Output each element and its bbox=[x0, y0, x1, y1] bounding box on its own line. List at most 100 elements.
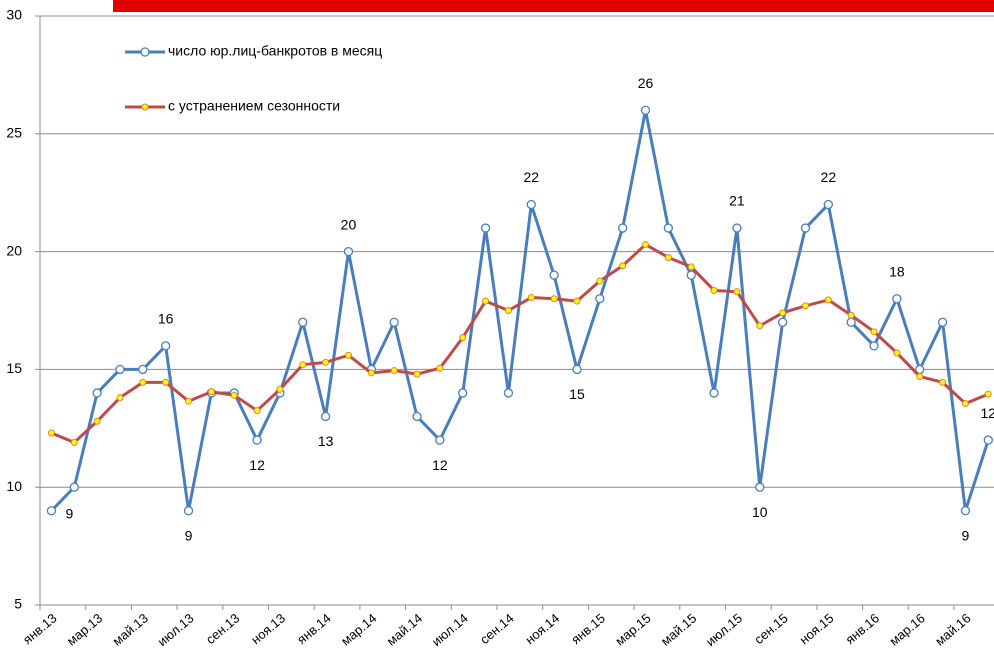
point-marker bbox=[916, 372, 924, 380]
point-marker bbox=[595, 294, 605, 304]
x-tick-label: май.15 bbox=[658, 610, 699, 648]
point-marker bbox=[892, 294, 902, 304]
point-marker bbox=[92, 388, 102, 398]
point-marker bbox=[436, 364, 444, 372]
x-tick-label: июл.14 bbox=[429, 610, 471, 649]
point-marker bbox=[777, 317, 788, 327]
point-marker bbox=[619, 262, 627, 270]
data-label: 16 bbox=[158, 311, 174, 327]
x-tick-label: сен.14 bbox=[477, 610, 517, 647]
point-marker bbox=[870, 328, 878, 336]
x-tick-label: мар.13 bbox=[64, 610, 105, 648]
data-label: 9 bbox=[66, 505, 74, 521]
point-marker bbox=[983, 435, 993, 445]
y-tick-label: 20 bbox=[6, 242, 22, 258]
point-marker bbox=[801, 302, 809, 310]
y-tick-label: 5 bbox=[14, 596, 22, 612]
point-marker bbox=[642, 241, 650, 249]
point-marker bbox=[800, 223, 811, 233]
x-tick-label: мар.15 bbox=[612, 610, 653, 648]
point-marker bbox=[116, 394, 124, 402]
y-tick-label: 25 bbox=[6, 125, 22, 141]
point-marker bbox=[482, 297, 490, 305]
series-line bbox=[50, 108, 990, 513]
point-marker bbox=[504, 307, 512, 314]
point-marker bbox=[93, 417, 101, 425]
x-tick-label: мар.16 bbox=[886, 610, 927, 648]
data-label: 9 bbox=[185, 527, 193, 543]
data-label: 10 bbox=[752, 504, 768, 520]
point-marker bbox=[480, 223, 491, 233]
series-line bbox=[50, 243, 989, 444]
point-marker bbox=[69, 482, 79, 492]
data-label: 12 bbox=[249, 457, 265, 473]
x-tick-label: ноя.14 bbox=[522, 610, 562, 647]
legend-label: с устранением сезонности bbox=[168, 98, 340, 114]
point-marker bbox=[618, 223, 628, 233]
point-marker bbox=[343, 246, 354, 257]
point-marker bbox=[733, 288, 741, 296]
point-marker bbox=[185, 397, 193, 405]
point-marker bbox=[207, 388, 215, 396]
data-label: 12 bbox=[980, 405, 994, 421]
point-marker bbox=[253, 407, 261, 415]
x-tick-label: янв.15 bbox=[568, 610, 608, 647]
y-tick-label: 30 bbox=[6, 7, 22, 23]
data-label: 13 bbox=[318, 433, 334, 449]
y-tick-label: 10 bbox=[6, 478, 22, 494]
x-tick-label: янв.16 bbox=[842, 610, 882, 647]
data-label: 21 bbox=[729, 193, 745, 209]
x-tick-label: ноя.13 bbox=[248, 610, 288, 647]
data-label: 9 bbox=[962, 527, 970, 543]
legend-marker bbox=[141, 103, 149, 111]
point-marker bbox=[709, 388, 719, 398]
x-tick-label: янв.13 bbox=[20, 610, 60, 647]
point-marker bbox=[46, 506, 57, 516]
point-marker bbox=[756, 322, 764, 330]
point-marker bbox=[663, 223, 674, 233]
point-marker bbox=[596, 277, 604, 285]
point-marker bbox=[458, 388, 468, 398]
point-marker bbox=[573, 297, 581, 305]
point-marker bbox=[503, 388, 514, 398]
point-marker bbox=[183, 506, 194, 516]
point-marker bbox=[367, 369, 375, 377]
point-marker bbox=[435, 435, 445, 445]
point-marker bbox=[161, 341, 171, 351]
data-label: 22 bbox=[523, 169, 539, 185]
x-tick-label: ноя.15 bbox=[797, 610, 837, 647]
point-marker bbox=[299, 361, 307, 369]
point-marker bbox=[869, 341, 879, 351]
point-marker bbox=[252, 435, 262, 445]
point-marker bbox=[115, 364, 125, 375]
legend-label: число юр.лиц-банкротов в месяц bbox=[168, 43, 382, 59]
x-tick-label: янв.14 bbox=[294, 610, 334, 647]
point-marker bbox=[755, 482, 765, 492]
point-marker bbox=[640, 105, 651, 115]
point-marker bbox=[47, 429, 55, 437]
data-label: 18 bbox=[889, 263, 905, 279]
x-tick-label: май.14 bbox=[384, 610, 425, 648]
point-marker bbox=[732, 223, 742, 233]
x-tick-label: июл.15 bbox=[703, 610, 745, 649]
point-marker bbox=[937, 317, 948, 327]
x-tick-label: май.13 bbox=[110, 610, 151, 648]
point-marker bbox=[412, 411, 422, 422]
data-label: 15 bbox=[569, 386, 585, 402]
legend-marker bbox=[140, 47, 150, 57]
point-marker bbox=[960, 506, 971, 516]
x-tick-label: июл.13 bbox=[155, 610, 197, 649]
point-marker bbox=[823, 199, 833, 210]
point-marker bbox=[344, 351, 352, 359]
point-marker bbox=[139, 378, 147, 386]
point-marker bbox=[847, 311, 855, 319]
y-tick-label: 15 bbox=[6, 360, 22, 376]
point-marker bbox=[550, 295, 558, 303]
data-label: 22 bbox=[821, 169, 837, 185]
point-marker bbox=[664, 253, 672, 261]
point-marker bbox=[459, 334, 467, 342]
point-marker bbox=[162, 378, 170, 386]
point-marker bbox=[526, 199, 536, 210]
point-marker bbox=[276, 385, 284, 393]
